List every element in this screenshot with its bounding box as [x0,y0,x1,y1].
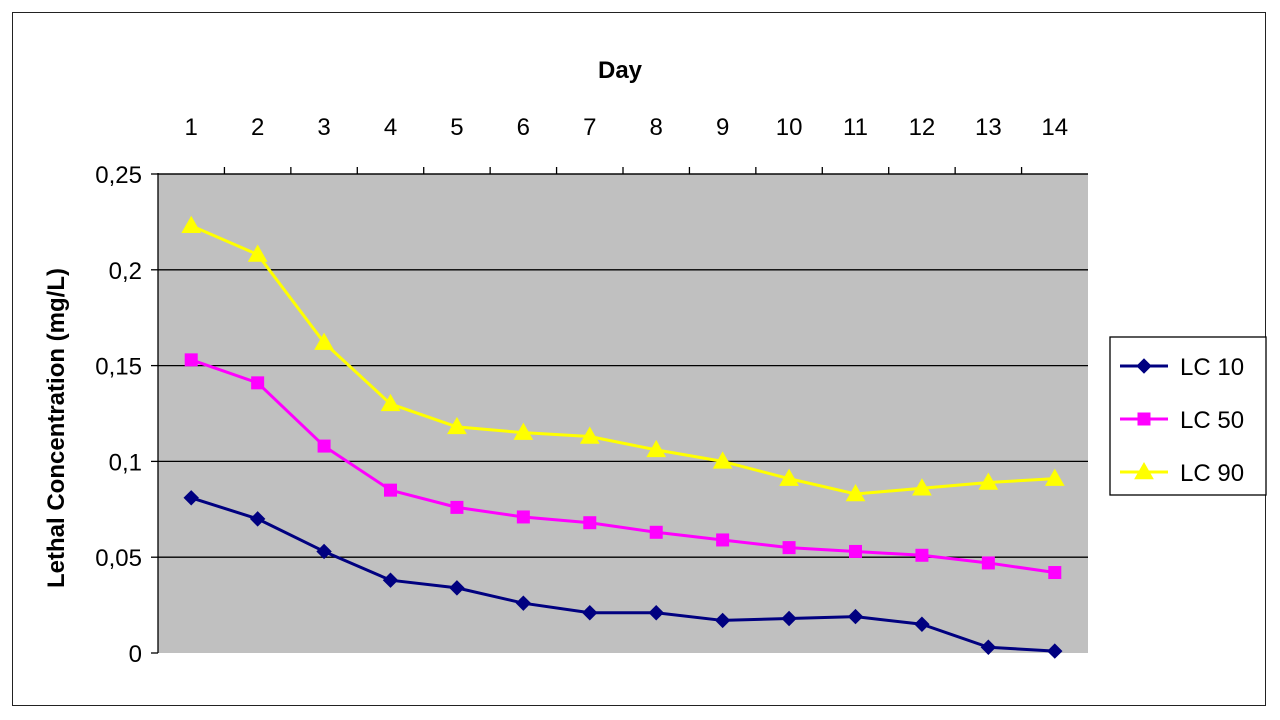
data-point [1044,468,1065,486]
data-point [317,439,331,453]
x-tick-label: 1 [185,114,198,141]
data-point [914,616,930,632]
y-tick-label: 0,05 [95,545,142,572]
legend-label: LC 50 [1180,407,1244,434]
legend-marker [1134,461,1154,480]
data-point [516,510,530,524]
x-tick-label: 6 [517,114,530,141]
data-point [981,556,995,570]
data-point [249,511,266,527]
x-tick-label: 2 [251,114,264,141]
data-point [450,500,464,514]
data-point [649,525,663,539]
data-point [382,572,399,588]
data-point [251,376,265,390]
data-point [714,612,731,629]
x-tick-label: 7 [583,114,596,141]
data-point [978,472,999,490]
x-tick-label: 13 [975,114,1002,141]
data-point [582,605,598,621]
x-tick-label: 14 [1041,114,1068,141]
x-tick-label: 12 [909,114,936,141]
series-line [190,358,1055,575]
plot-background [158,174,1088,653]
data-point [380,393,401,412]
data-point [513,422,534,440]
x-tick-label: 10 [776,114,803,141]
legend-marker [1137,412,1151,426]
data-point [915,548,929,562]
plot-area: 00,050,10,150,20,251 2 3 4 5 6 7 8 9 10 11 12 13 14 [95,114,1088,668]
data-point [583,516,597,530]
legend-box [1109,336,1267,496]
data-point [980,639,997,655]
x-tick-label: 5 [450,114,463,141]
data-point [316,543,332,560]
y-tick-label: 0,25 [95,162,142,189]
data-point [648,605,664,621]
legend-label: LC 10 [1180,354,1244,381]
data-point [845,483,866,502]
legend-marker [1136,358,1152,374]
data-point [912,478,932,496]
data-point [515,595,532,611]
data-point [314,332,334,350]
legend-label: LC 90 [1180,460,1244,487]
x-tick-label: 4 [384,114,397,141]
data-point [781,610,797,627]
data-point [849,544,862,558]
series-line [190,224,1055,496]
data-point [183,490,199,506]
y-tick-label: 0 [129,641,142,668]
y-tick-label: 0,1 [109,449,142,476]
x-tick-label: 9 [716,114,729,141]
data-point [646,439,667,458]
y-tick-label: 0,15 [95,354,142,381]
data-point [716,533,730,547]
data-point [782,541,796,555]
series-line [190,496,1055,653]
data-point [579,426,600,444]
data-point [449,580,465,596]
data-point [712,451,733,469]
y-tick-label: 0,2 [109,258,142,285]
data-point [1047,643,1063,659]
x-tick-label: 8 [650,114,663,141]
data-point [847,608,864,625]
x-axis-title: Day [598,57,643,84]
legend: LC 10 LC 50 LC 90 [1109,336,1267,496]
data-point [1048,566,1062,580]
data-point [247,244,268,262]
x-tick-label: 3 [317,114,330,141]
x-tick-label: 11 [843,114,868,141]
data-point [181,215,202,233]
data-point [447,416,467,435]
data-point [779,468,799,486]
y-axis-title: Lethal Concentration (mg/L) [43,268,70,588]
data-point [184,353,198,367]
data-point [384,483,397,497]
